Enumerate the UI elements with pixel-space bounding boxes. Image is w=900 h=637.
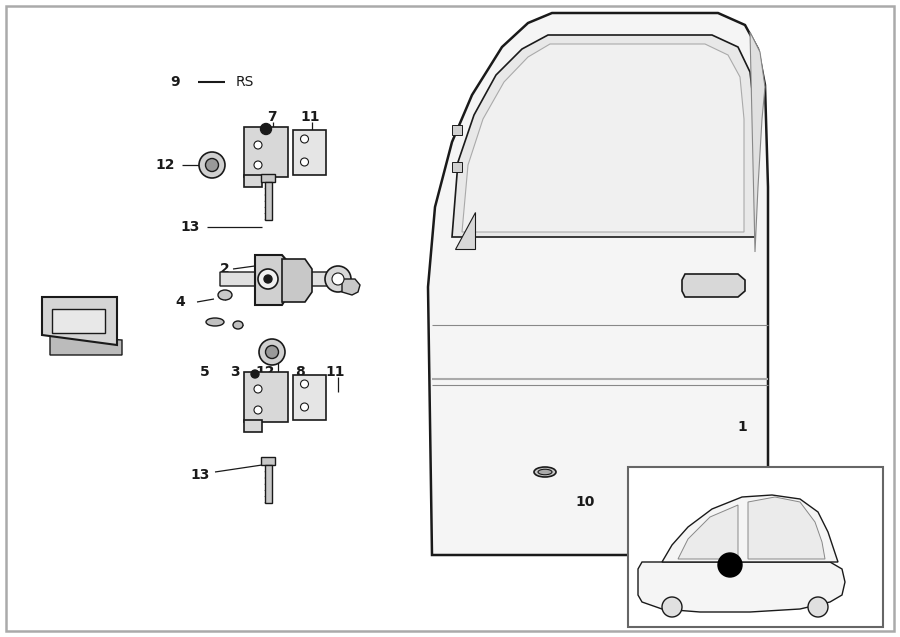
Ellipse shape xyxy=(534,467,556,477)
Bar xyxy=(452,125,462,135)
Text: 13: 13 xyxy=(180,220,200,234)
Text: 9: 9 xyxy=(170,75,180,89)
Polygon shape xyxy=(452,35,755,237)
Text: 10: 10 xyxy=(575,495,595,509)
Polygon shape xyxy=(282,259,312,302)
Circle shape xyxy=(266,345,278,359)
Bar xyxy=(265,182,272,220)
Bar xyxy=(628,467,883,627)
Circle shape xyxy=(254,406,262,414)
Ellipse shape xyxy=(233,321,243,329)
Bar xyxy=(244,372,288,422)
Polygon shape xyxy=(428,13,768,555)
Text: 00082913: 00082913 xyxy=(729,614,781,624)
Bar xyxy=(261,174,275,182)
Circle shape xyxy=(254,141,262,149)
Circle shape xyxy=(199,152,225,178)
Circle shape xyxy=(301,158,309,166)
Circle shape xyxy=(332,273,344,285)
Bar xyxy=(261,457,275,465)
Circle shape xyxy=(258,269,278,289)
Text: 3: 3 xyxy=(230,365,239,379)
Circle shape xyxy=(325,266,351,292)
Polygon shape xyxy=(50,335,122,355)
Circle shape xyxy=(259,339,285,365)
Text: 7: 7 xyxy=(267,110,277,124)
Circle shape xyxy=(808,597,828,617)
Text: 6: 6 xyxy=(90,325,100,339)
Ellipse shape xyxy=(218,290,232,300)
Ellipse shape xyxy=(538,469,552,475)
Circle shape xyxy=(254,161,262,169)
Circle shape xyxy=(301,403,309,411)
Circle shape xyxy=(264,275,272,283)
Bar xyxy=(244,420,262,432)
Circle shape xyxy=(301,135,309,143)
Bar xyxy=(293,130,326,175)
Text: RS: RS xyxy=(236,75,254,89)
Text: 2: 2 xyxy=(220,262,230,276)
Text: 5: 5 xyxy=(200,365,210,379)
Polygon shape xyxy=(750,32,765,252)
Ellipse shape xyxy=(206,318,224,326)
Polygon shape xyxy=(662,495,838,562)
Polygon shape xyxy=(682,274,745,297)
Circle shape xyxy=(260,124,272,134)
Text: 12: 12 xyxy=(155,158,175,172)
Polygon shape xyxy=(748,497,825,559)
Polygon shape xyxy=(462,44,744,232)
Polygon shape xyxy=(255,255,288,305)
Circle shape xyxy=(718,553,742,577)
Polygon shape xyxy=(42,297,117,345)
Text: 8: 8 xyxy=(295,365,305,379)
Polygon shape xyxy=(342,279,360,295)
Bar xyxy=(244,127,288,177)
Bar xyxy=(265,465,272,503)
Polygon shape xyxy=(220,272,342,286)
Bar xyxy=(452,162,462,172)
Polygon shape xyxy=(678,505,738,559)
Text: 12: 12 xyxy=(256,365,274,379)
Polygon shape xyxy=(455,212,475,249)
Circle shape xyxy=(251,370,259,378)
Circle shape xyxy=(301,380,309,388)
Text: 11: 11 xyxy=(325,365,345,379)
Text: 13: 13 xyxy=(190,468,210,482)
Text: 4: 4 xyxy=(176,295,184,309)
Text: 11: 11 xyxy=(301,110,320,124)
Bar xyxy=(244,175,262,187)
Circle shape xyxy=(205,159,219,171)
Polygon shape xyxy=(638,562,845,612)
Bar xyxy=(293,375,326,420)
Bar xyxy=(52,309,105,333)
Circle shape xyxy=(254,385,262,393)
Circle shape xyxy=(662,597,682,617)
Text: 1: 1 xyxy=(737,420,747,434)
